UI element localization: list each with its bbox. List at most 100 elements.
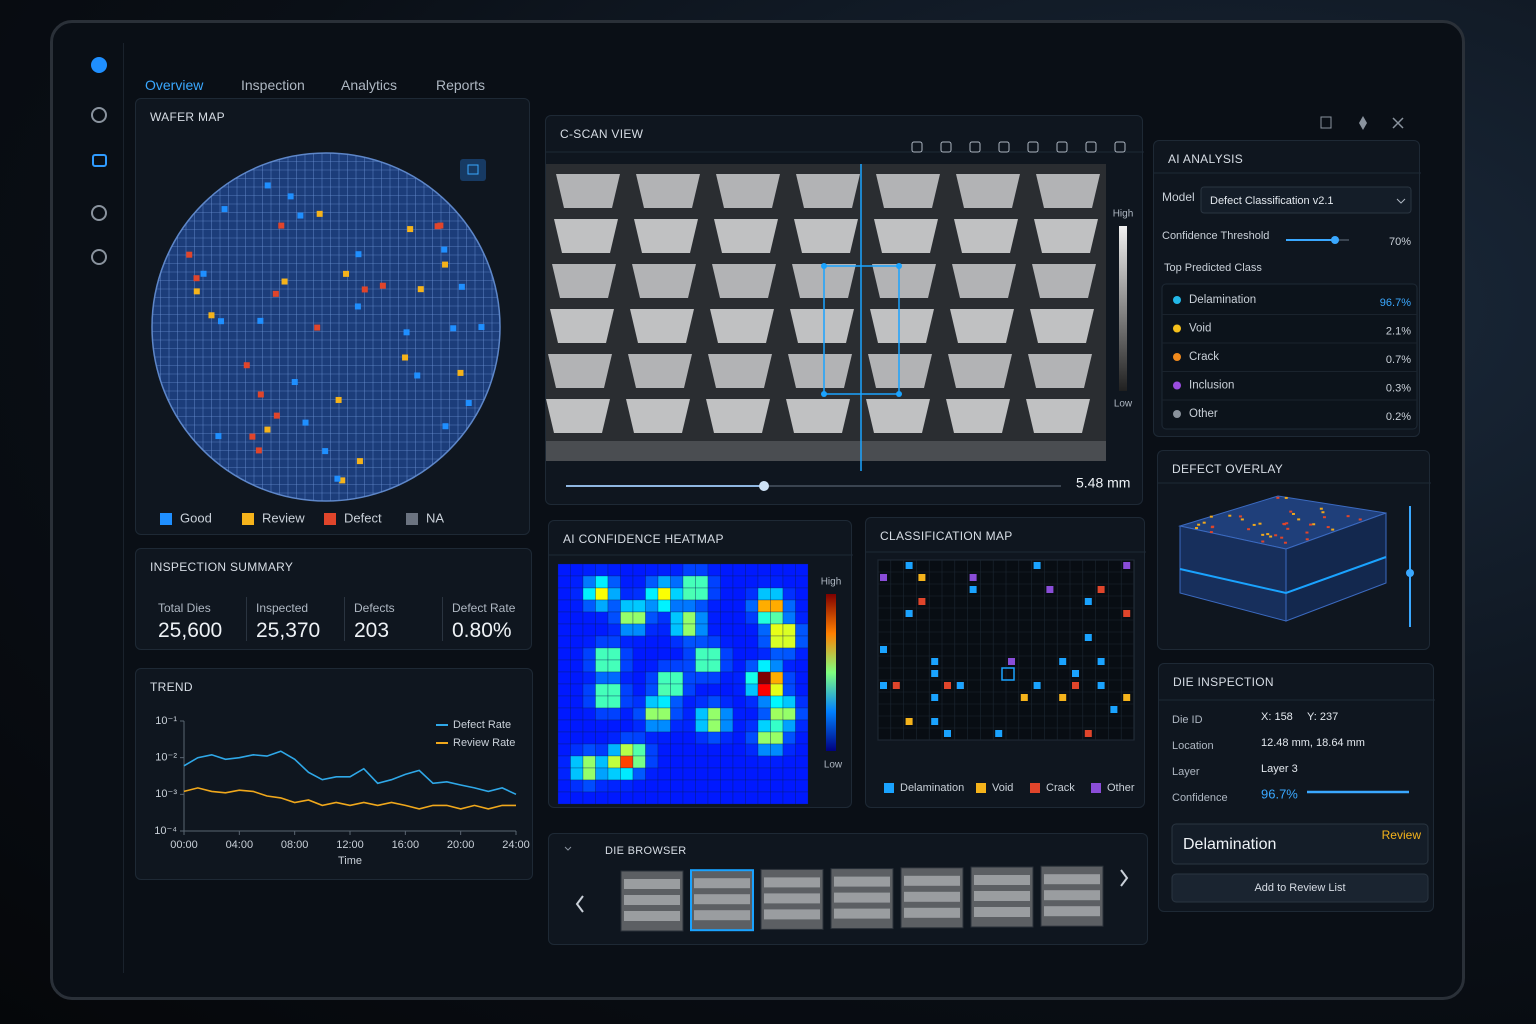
- class-name: Delamination: [1189, 294, 1256, 306]
- scan-cell: [950, 309, 1014, 343]
- tool-icon[interactable]: [969, 141, 981, 153]
- classification-panel: Delamination Void Crack Other CLASSIFICATIO…: [865, 517, 1146, 808]
- heat-cell: [745, 755, 759, 769]
- class-marker: [880, 574, 887, 581]
- panel-title: DIE BROWSER: [605, 845, 687, 857]
- heat-cell: [607, 791, 621, 805]
- heat-cell: [657, 791, 671, 805]
- depth-knob[interactable]: [1406, 569, 1414, 577]
- model-dropdown[interactable]: [1200, 186, 1412, 214]
- thumb-band: [764, 877, 820, 888]
- heat-cell: [645, 731, 659, 745]
- tool-icon[interactable]: [998, 141, 1010, 153]
- heat-cell: [682, 587, 696, 601]
- tool-icon[interactable]: [911, 141, 923, 153]
- heat-cell: [582, 587, 596, 601]
- heat-cell: [757, 611, 771, 625]
- heat-cell: [570, 623, 584, 637]
- heat-cell: [657, 767, 671, 781]
- stat-label: Inspected: [256, 601, 309, 615]
- heat-cell: [682, 683, 696, 697]
- heat-cell: [657, 575, 671, 589]
- tool-icon[interactable]: [1056, 141, 1068, 153]
- heat-cell: [670, 623, 684, 637]
- heat-cell: [695, 707, 709, 721]
- die-marker: [217, 318, 224, 325]
- confidence-heatmap: High Low: [549, 554, 853, 805]
- legend-label: Other: [1107, 782, 1135, 794]
- scan-cell: [634, 219, 698, 253]
- class-marker: [1097, 658, 1105, 665]
- x-tick-label: 08:00: [281, 839, 309, 851]
- heat-cell: [582, 731, 596, 745]
- tab[interactable]: Reports: [436, 77, 486, 93]
- tab[interactable]: Analytics: [341, 77, 398, 93]
- heat-cell: [782, 623, 796, 637]
- layer-line: [1179, 556, 1387, 595]
- tool-icon[interactable]: [1085, 141, 1097, 153]
- prev-arrow[interactable]: [575, 895, 584, 913]
- c-scan-view: High Low 5.48 mm: [546, 141, 1144, 491]
- class-marker: [1097, 586, 1105, 593]
- heat-cell: [795, 707, 809, 721]
- list-toggle[interactable]: [492, 159, 518, 181]
- heat-cell: [607, 683, 621, 697]
- heat-cell: [757, 731, 771, 745]
- thumb-band: [764, 893, 820, 904]
- collapse-icon[interactable]: [564, 846, 572, 851]
- heat-cell: [607, 611, 621, 625]
- thumb-band: [624, 895, 680, 905]
- defect-dot: [1209, 515, 1213, 518]
- heat-cell: [570, 563, 584, 577]
- heat-cell: [732, 623, 746, 637]
- tool-icon[interactable]: [940, 141, 952, 153]
- heat-cell: [645, 647, 659, 661]
- heat-cell: [732, 755, 746, 769]
- y-tick-label: 10⁻⁴: [154, 825, 177, 837]
- class-dot: [1173, 353, 1181, 361]
- die-marker: [457, 369, 464, 376]
- heat-cell: [682, 575, 696, 589]
- scan-cell: [710, 309, 774, 343]
- heat-cell: [657, 683, 671, 697]
- heat-cell: [782, 659, 796, 673]
- heat-cell: [657, 731, 671, 745]
- next-arrow[interactable]: [1120, 869, 1129, 887]
- tool-icon[interactable]: [1114, 141, 1126, 153]
- heat-cell: [732, 587, 746, 601]
- add-review-button[interactable]: [1171, 873, 1429, 903]
- threshold-knob[interactable]: [1331, 236, 1339, 244]
- scan-cell: [868, 354, 932, 388]
- heat-cell: [557, 575, 571, 589]
- window-controls[interactable]: [1313, 111, 1413, 135]
- heat-cell: [570, 707, 584, 721]
- heat-cell: [657, 755, 671, 769]
- defect-dot: [1261, 540, 1265, 543]
- heat-cell: [620, 671, 634, 685]
- scan-cell: [552, 264, 616, 298]
- button-label[interactable]: Add to Review List: [1254, 882, 1345, 894]
- heat-cell: [570, 575, 584, 589]
- heat-cell: [595, 695, 609, 709]
- heat-cell: [632, 647, 646, 661]
- heat-cell: [770, 599, 784, 613]
- heat-cell: [632, 719, 646, 733]
- die-marker: [465, 400, 472, 407]
- heat-cell: [745, 743, 759, 757]
- heat-cell: [782, 635, 796, 649]
- roi-box: [823, 265, 900, 395]
- heat-cell: [595, 623, 609, 637]
- view-toggle[interactable]: [460, 159, 486, 181]
- class-marker: [905, 718, 913, 725]
- defect-dot: [1346, 515, 1350, 518]
- heat-cell: [732, 563, 746, 577]
- wafer-map: Good Review Defect NA: [151, 152, 518, 525]
- heat-cell: [657, 671, 671, 685]
- heat-cell: [557, 719, 571, 733]
- depth-knob[interactable]: [759, 481, 769, 491]
- tab[interactable]: Inspection: [241, 77, 305, 93]
- heat-cell: [632, 623, 646, 637]
- tool-icon[interactable]: [1027, 141, 1039, 153]
- heat-cell: [720, 695, 734, 709]
- heat-cell: [782, 731, 796, 745]
